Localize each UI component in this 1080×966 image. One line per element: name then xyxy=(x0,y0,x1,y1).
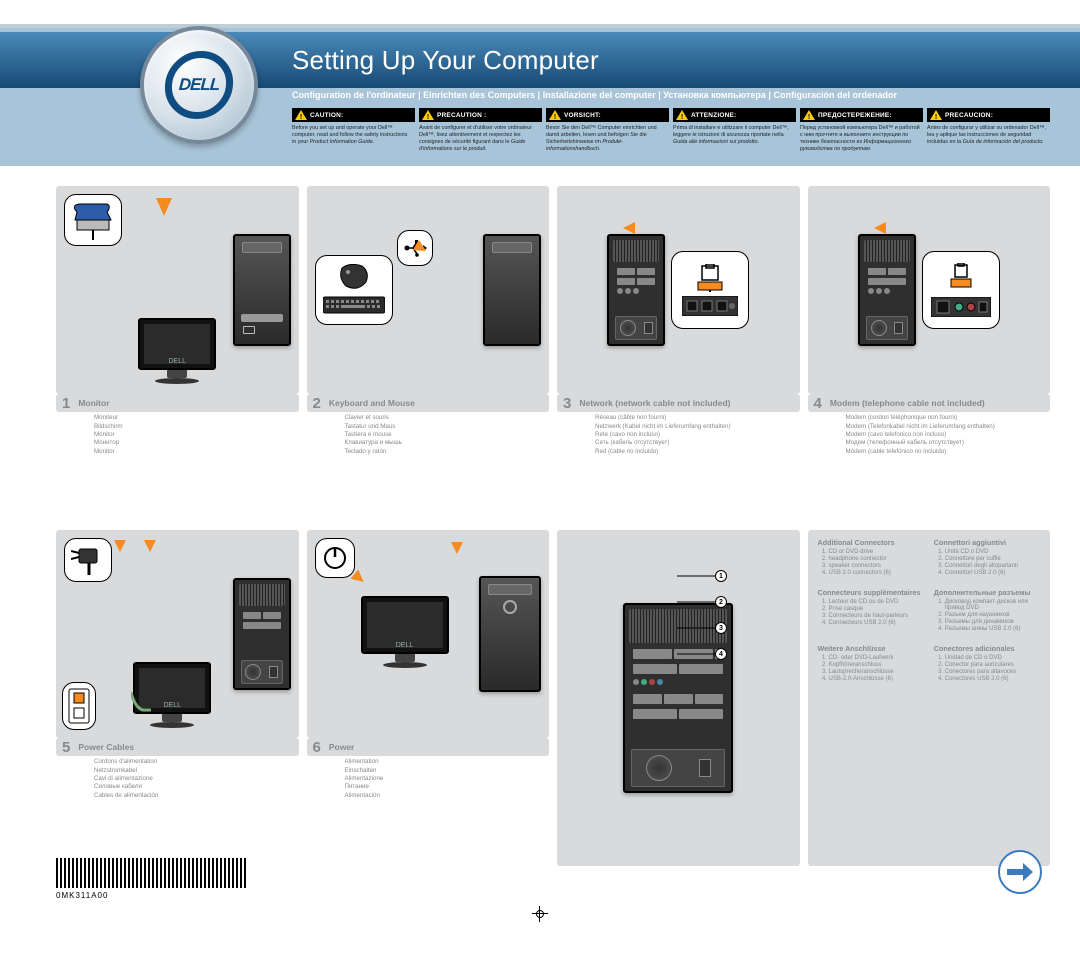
svg-text:!: ! xyxy=(427,114,429,120)
caution-col-fr: ! PRÉCAUTION : Avant de configurer et d'… xyxy=(419,108,542,153)
addconn-title-ru: Дополнительные разъемы xyxy=(934,588,1040,597)
step-4-illustration xyxy=(808,186,1051,394)
step-6-illustration: DELL xyxy=(307,530,550,738)
caution-col-de: ! VORSICHT: Bevor Sie den Dell™ Computer… xyxy=(546,108,669,153)
step-1-illustration: DELL xyxy=(56,186,299,394)
monitor-icon: DELL xyxy=(361,596,449,672)
caution-header: ! CAUTION: xyxy=(292,108,415,122)
caution-label: CAUTION: xyxy=(310,112,343,119)
step-6-power: DELL 6Power AlimentationEinschaltenAlime… xyxy=(307,530,550,866)
page-subtitle: Configuration de l'ordinateur | Einricht… xyxy=(292,90,897,100)
caution-body: Before you set up and operate your Dell™… xyxy=(292,122,415,146)
tower-rear-icon xyxy=(858,234,916,346)
callout-number: 3 xyxy=(715,622,727,634)
rear-panel-detail: 1 2 3 4 xyxy=(557,530,800,866)
svg-text:!: ! xyxy=(935,114,937,120)
svg-text:!: ! xyxy=(681,114,683,120)
arrow-down-icon xyxy=(156,198,172,216)
tower-rear-icon xyxy=(607,234,665,346)
keyboard-icon xyxy=(323,294,385,316)
power-plug-icon xyxy=(71,545,105,575)
rj45-icon xyxy=(692,264,728,292)
step-label: Monitor xyxy=(78,398,109,408)
caution-col-it: ! ATTENZIONE: Prima di installare e util… xyxy=(673,108,796,153)
tower-rear-icon xyxy=(233,578,291,690)
addconn-title-fr: Connecteurs supplémentaires xyxy=(818,588,924,597)
rear-panel-illustration: 1 2 3 4 xyxy=(557,530,800,866)
callout-lines-icon xyxy=(677,566,737,686)
step-1-monitor: DELL 1 Monitor MoniteurBildschirmMonitorМ… xyxy=(56,186,299,522)
step-5-illustration: DELL xyxy=(56,530,299,738)
monitor-icon: DELL xyxy=(133,662,211,730)
vga-connector-icon xyxy=(71,200,115,240)
arrow-icon xyxy=(623,222,635,234)
callout-number: 1 xyxy=(715,570,727,582)
tower-icon xyxy=(483,234,541,346)
step-1-translations: MoniteurBildschirmMonitorМониторMonitor xyxy=(94,414,299,456)
dell-logo-text: DELL xyxy=(163,51,236,119)
registration-mark-icon xyxy=(534,908,546,920)
arrow-icon xyxy=(144,540,156,552)
modem-ports-icon xyxy=(931,297,991,317)
additional-connectors-panel: Additional Connectors CD or DVD drivehea… xyxy=(808,530,1051,866)
arrow-right-icon xyxy=(1007,862,1033,882)
step-2-illustration xyxy=(307,186,550,394)
addconn-title-de: Weitere Anschlüsse xyxy=(818,644,924,653)
step-4-modem: 4Modem (telephone cable not included) Mo… xyxy=(808,186,1051,522)
caution-col-ru: ! ПРЕДОСТЕРЕЖЕНИЕ: Перед установкой комп… xyxy=(800,108,923,153)
svg-text:!: ! xyxy=(300,114,302,120)
power-cord-icon xyxy=(131,692,155,712)
step-3-illustration xyxy=(557,186,800,394)
tower-icon xyxy=(233,234,291,346)
barcode-text: 0MK311A00 xyxy=(56,891,108,900)
arrow-icon xyxy=(451,542,463,554)
network-ports-icon xyxy=(682,296,738,316)
wall-outlet-icon xyxy=(68,688,90,724)
next-page-button[interactable] xyxy=(998,850,1042,894)
caution-row: ! CAUTION: Before you set up and operate… xyxy=(292,108,1050,153)
rj11-icon xyxy=(943,263,979,293)
svg-text:!: ! xyxy=(808,114,810,120)
arrow-icon xyxy=(114,540,126,552)
caution-col-en: ! CAUTION: Before you set up and operate… xyxy=(292,108,415,153)
power-symbol-icon xyxy=(322,545,348,571)
barcode-icon xyxy=(56,858,246,888)
steps-grid: DELL 1 Monitor MoniteurBildschirmMonitorМ… xyxy=(56,186,1050,866)
mouse-icon xyxy=(336,264,372,290)
step-3-network: 3Network (network cable not included) Ré… xyxy=(557,186,800,522)
caution-col-es: ! PRECAUCIÓN: Antes de configurar y util… xyxy=(927,108,1050,153)
additional-connectors: Additional Connectors CD or DVD drivehea… xyxy=(808,530,1051,866)
page-title: Setting Up Your Computer xyxy=(0,45,599,76)
step-5-power-cables: DELL 5Power Cables Cordons d'alimentatio… xyxy=(56,530,299,866)
callout-number: 2 xyxy=(715,596,727,608)
addconn-title-en: Additional Connectors xyxy=(818,538,924,547)
addconn-title-es: Conectores adicionales xyxy=(934,644,1040,653)
dell-logo: DELL xyxy=(140,26,258,144)
step-2-keyboard-mouse: 2Keyboard and Mouse Clavier et sourisTas… xyxy=(307,186,550,522)
step-2-translations: Clavier et sourisTastatur und MausTastie… xyxy=(345,414,550,456)
callout-number: 4 xyxy=(715,648,727,660)
svg-text:!: ! xyxy=(554,114,556,120)
monitor-icon: DELL xyxy=(138,318,216,386)
addconn-title-it: Connettori aggiuntivi xyxy=(934,538,1040,547)
step-number: 1 xyxy=(62,395,70,412)
tower-front-icon xyxy=(479,576,541,692)
arrow-icon xyxy=(874,222,886,234)
